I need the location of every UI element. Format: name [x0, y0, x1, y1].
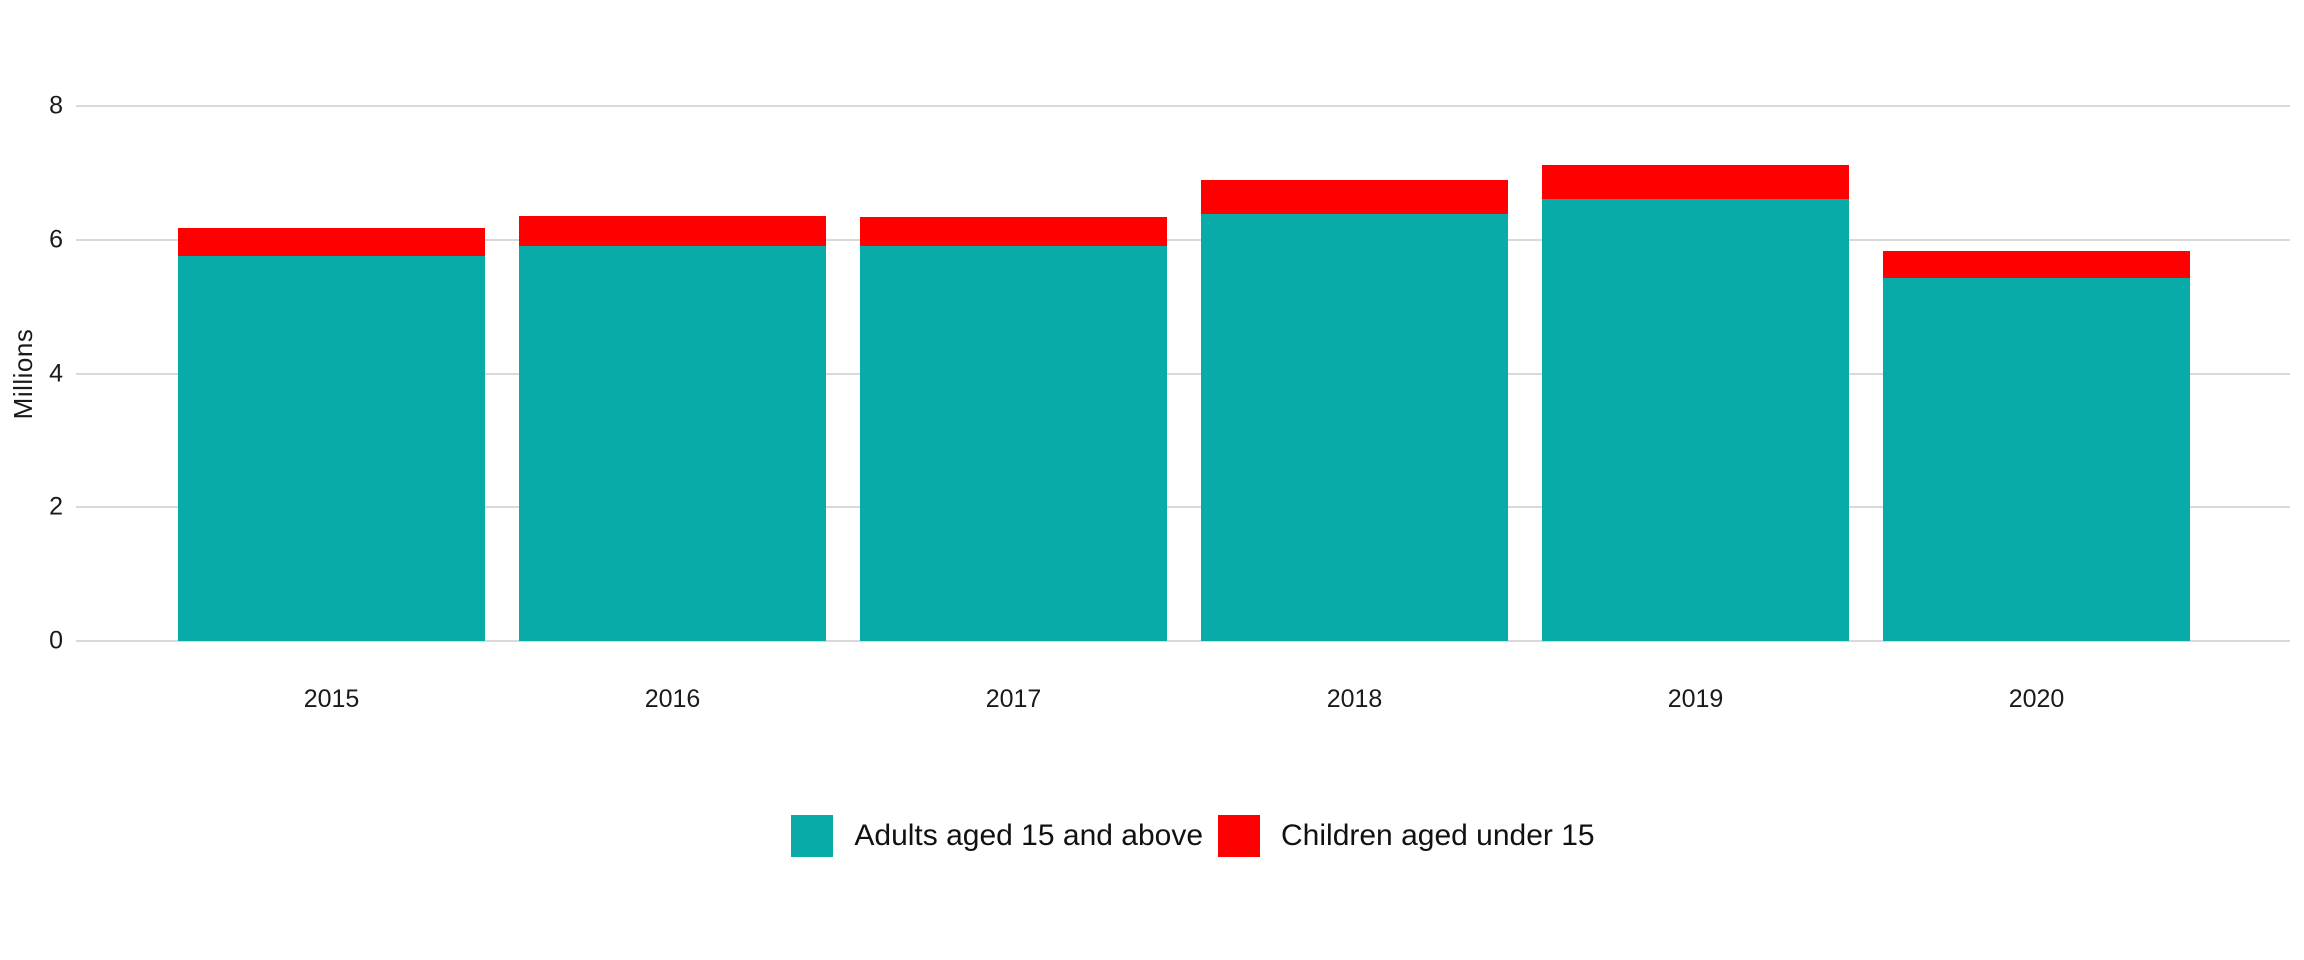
bar-segment-2016-children [519, 215, 826, 246]
x-tick-label-2019: 2019 [1667, 685, 1724, 713]
bar-segment-2020-children [1883, 251, 2190, 278]
x-tick-label-2016: 2016 [644, 685, 701, 713]
bar-segment-2019-adults [1542, 198, 1849, 641]
legend-swatch-icon [791, 815, 834, 857]
y-tick-label-2: 2 [49, 492, 63, 521]
x-tick-label-2015: 2015 [303, 685, 360, 713]
y-tick-label-8: 8 [49, 91, 63, 120]
bar-segment-2020-adults [1883, 277, 2190, 641]
bar-segment-2017-adults [860, 246, 1167, 641]
bar-segment-2017-children [860, 217, 1167, 247]
legend-item: Children aged under 15 [1218, 815, 1595, 857]
bar-segment-2018-children [1201, 179, 1508, 214]
bar-segment-2019-children [1542, 164, 1849, 199]
y-tick-label-6: 6 [49, 225, 63, 254]
gridline-y-8 [76, 105, 2290, 107]
x-tick-label-2020: 2020 [2008, 685, 2065, 713]
bar-segment-2015-adults [178, 255, 485, 641]
y-tick-label-4: 4 [49, 359, 63, 387]
y-tick-label-0: 0 [49, 626, 63, 655]
legend: Adults aged 15 and above Children aged un… [41, 815, 2304, 857]
x-tick-label-2017: 2017 [985, 685, 1042, 713]
x-tick-label-2018: 2018 [1326, 685, 1383, 713]
bar-segment-2015-children [178, 228, 485, 256]
gridline-y-6 [76, 238, 2290, 241]
legend-label: Adults aged 15 and above [854, 819, 1204, 852]
gridline-y-2 [76, 506, 2290, 509]
legend-item: Adults aged 15 and above [791, 815, 1203, 857]
legend-swatch-icon [1218, 815, 1261, 857]
gridline-y-4 [76, 372, 2290, 375]
gridline-y-0 [76, 640, 2290, 642]
bar-segment-2016-adults [519, 245, 826, 641]
bar-segment-2018-adults [1201, 213, 1508, 641]
legend-label: Children aged under 15 [1281, 819, 1595, 852]
